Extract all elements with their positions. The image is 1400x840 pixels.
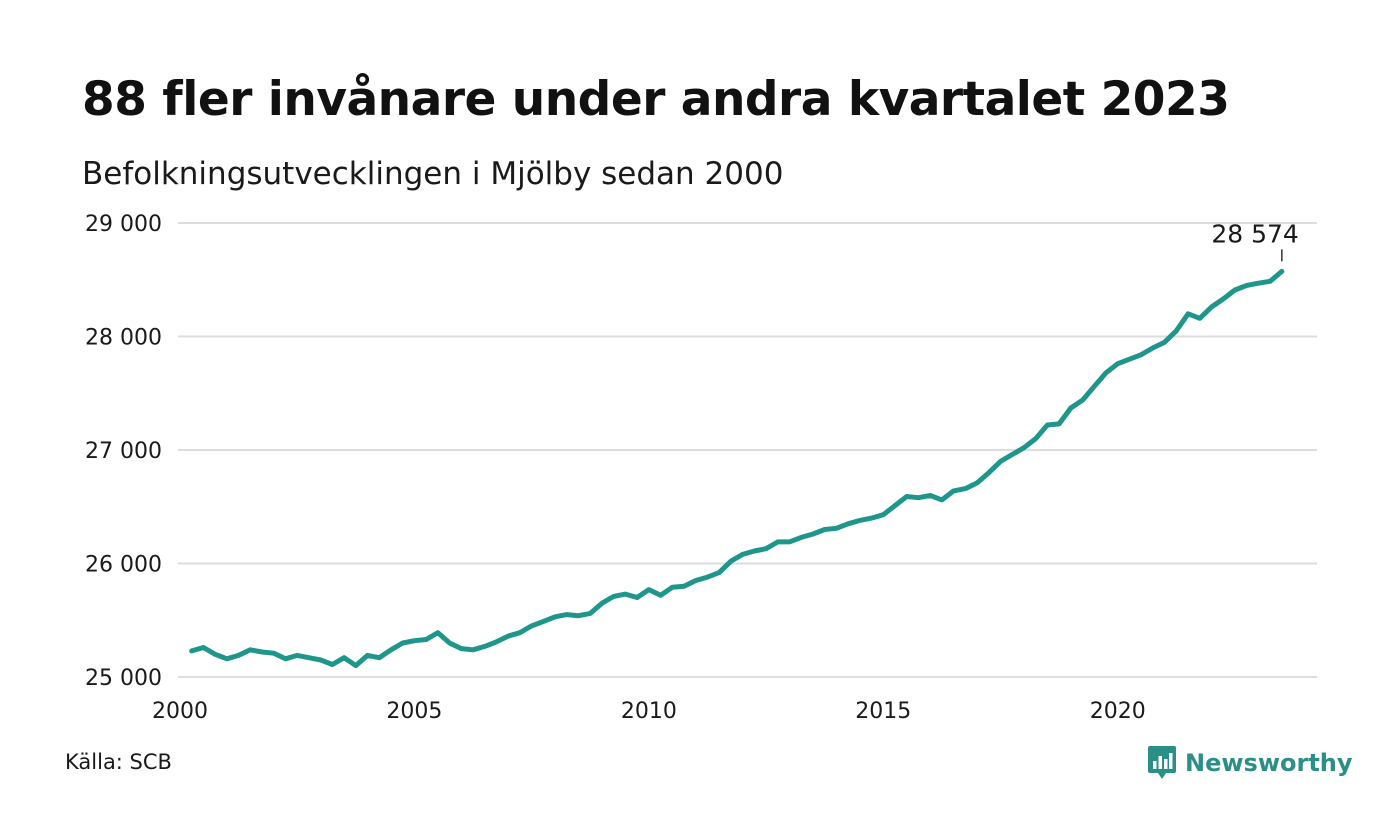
- x-tick-label: 2005: [386, 699, 442, 724]
- y-tick-label: 27 000: [85, 439, 162, 464]
- brand-logo: Newsworthy: [1147, 744, 1353, 782]
- x-tick-label: 2010: [621, 699, 677, 724]
- y-tick-label: 25 000: [85, 666, 162, 691]
- series-line: [189, 268, 1285, 669]
- source-note: Källa: SCB: [65, 750, 172, 774]
- annotation-label: 28 574: [1211, 219, 1298, 248]
- page-subtitle: Befolkningsutvecklingen i Mjölby sedan 2…: [82, 156, 784, 192]
- x-tick-label: 2020: [1090, 699, 1146, 724]
- x-tick-label: 2000: [152, 699, 208, 724]
- y-tick-label: 29 000: [85, 212, 162, 237]
- y-tick-label: 26 000: [85, 553, 162, 578]
- brand-name: Newsworthy: [1185, 749, 1353, 777]
- newsworthy-logo-icon: [1148, 746, 1176, 779]
- y-tick-label: 28 000: [85, 326, 162, 351]
- page-title: 88 fler invånare under andra kvartalet 2…: [82, 72, 1230, 127]
- x-tick-label: 2015: [855, 699, 911, 724]
